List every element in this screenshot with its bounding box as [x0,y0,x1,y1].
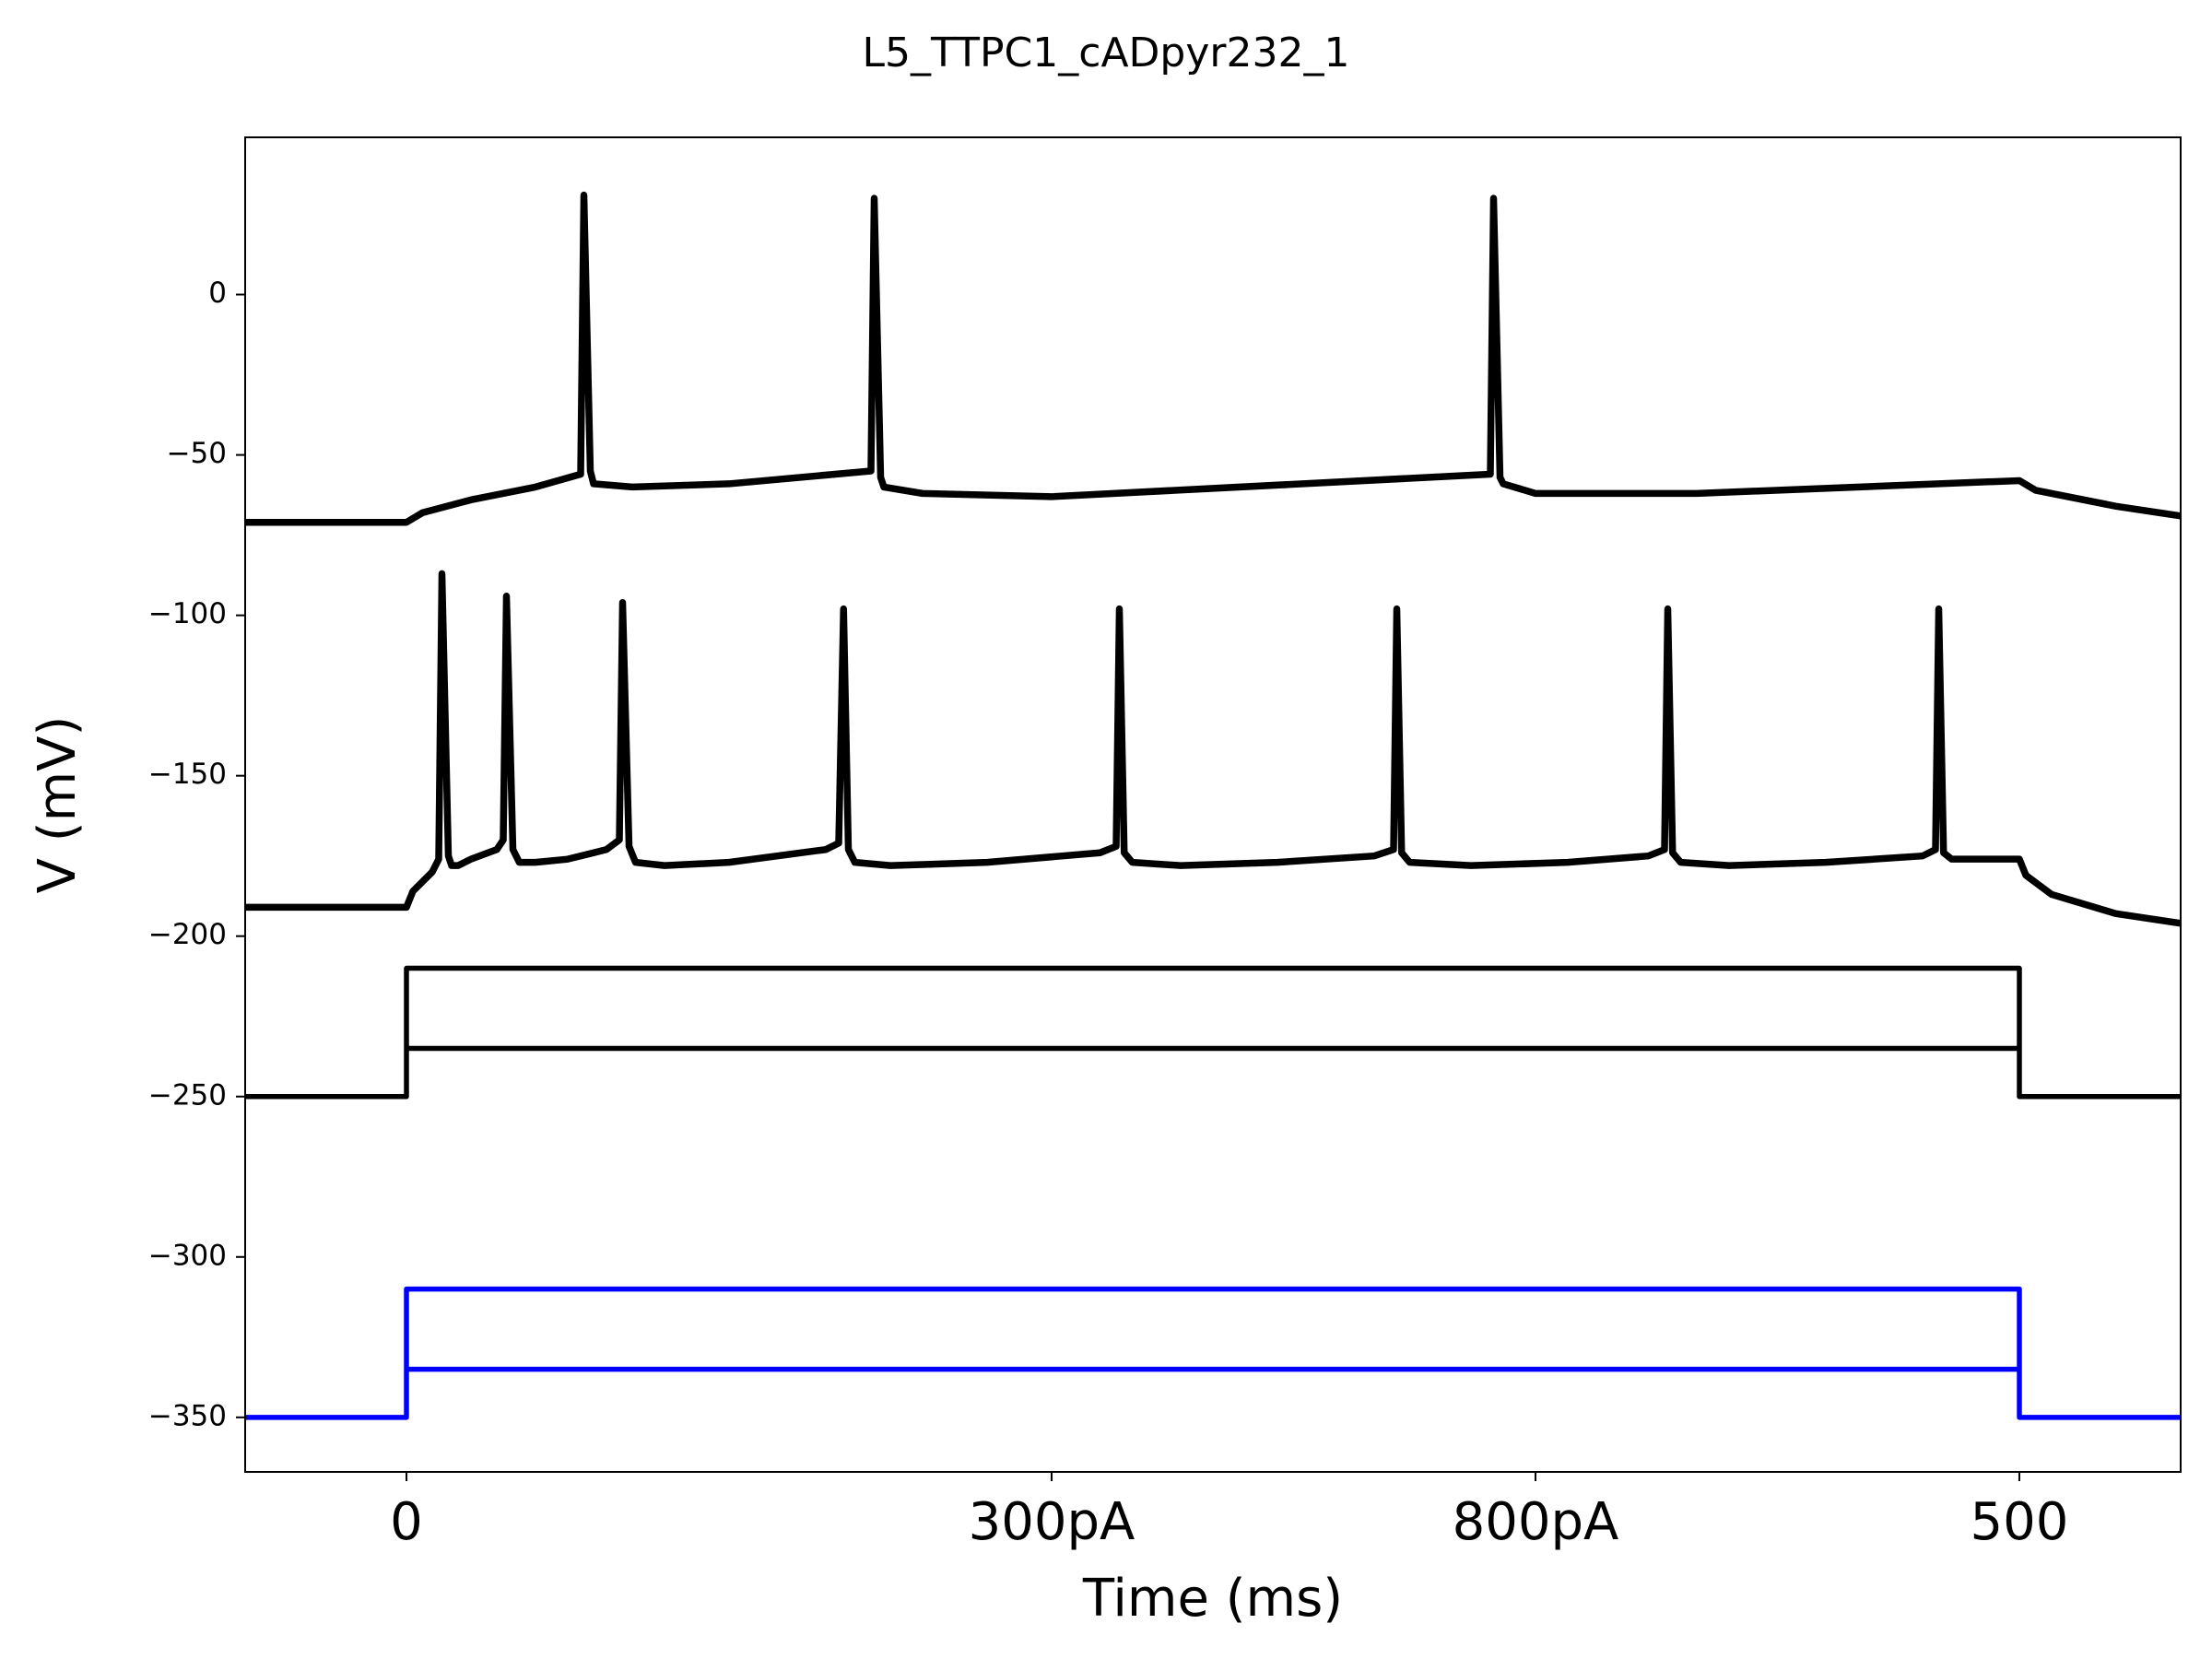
x-tick-label: 300pA [969,1492,1135,1552]
trace [245,570,2181,927]
trace [245,1286,2181,1420]
x-tick-label: 800pA [1453,1492,1619,1552]
y-tick-label: −50 [167,437,227,470]
y-tick-label: −300 [148,1239,227,1272]
y-tick-label: −250 [148,1078,227,1112]
x-axis-label: Time (ms) [1082,1569,1343,1629]
y-tick-label: −150 [148,758,227,791]
y-tick-label: −100 [148,597,227,630]
trace [245,965,2181,1100]
x-tick-label: 0 [390,1492,423,1552]
y-axis-label: V (mV) [28,716,88,894]
y-tick-label: 0 [208,276,227,310]
chart-title: L5_TTPC1_cADpyr232_1 [863,29,1350,76]
trace [245,191,2181,526]
plot-frame [244,136,2182,1473]
y-tick-label: −200 [148,918,227,951]
y-tick-label: −350 [148,1399,227,1432]
x-tick-label: 500 [1971,1492,2069,1552]
